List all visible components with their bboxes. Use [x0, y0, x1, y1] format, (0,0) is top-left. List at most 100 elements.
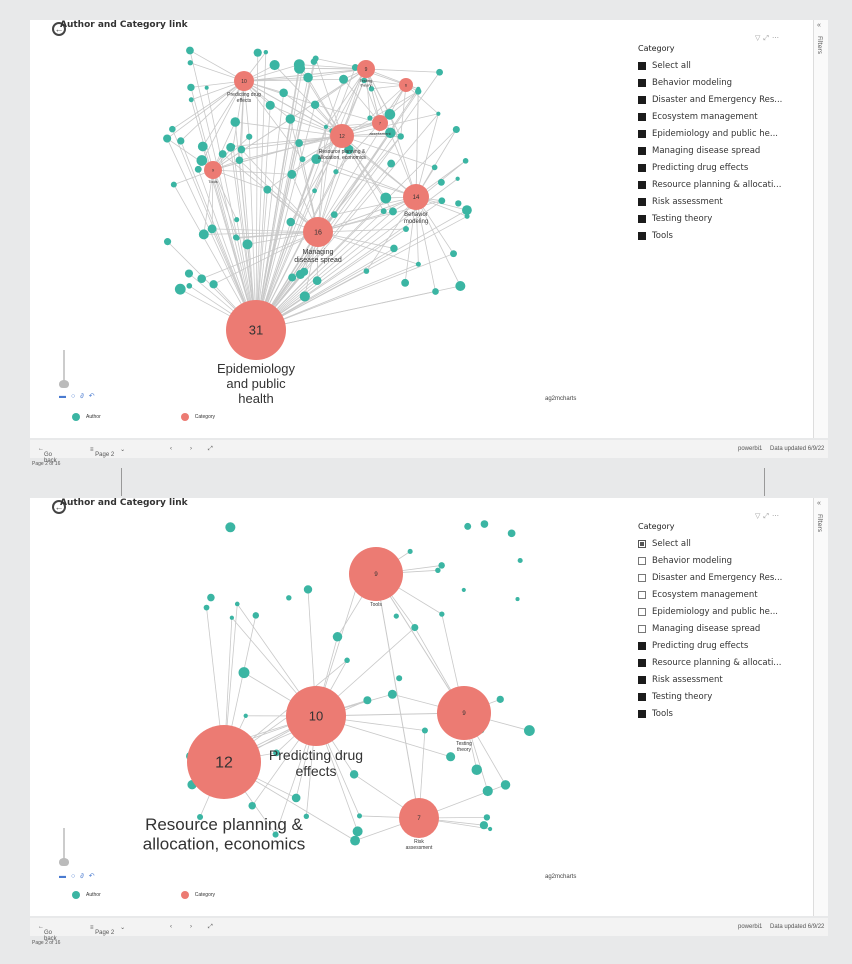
author-node[interactable] — [436, 111, 441, 116]
slicer-item[interactable]: Managing disease spread — [638, 142, 798, 159]
link-icon[interactable]: ∂ — [80, 873, 89, 880]
author-node[interactable] — [197, 814, 204, 821]
filters-pane-collapsed[interactable]: « Filters — [813, 498, 828, 916]
author-node[interactable] — [265, 100, 275, 110]
author-node[interactable] — [243, 713, 248, 718]
author-node[interactable] — [397, 133, 404, 140]
author-node[interactable] — [235, 156, 244, 165]
slicer-item[interactable]: Testing theory — [638, 210, 798, 227]
slicer-item[interactable]: Select all — [638, 535, 798, 552]
author-node[interactable] — [186, 282, 193, 289]
category-node[interactable]: 12 Resource planning &allocation, economi… — [318, 124, 366, 161]
author-node[interactable] — [389, 207, 397, 216]
author-node[interactable] — [452, 125, 460, 134]
author-node[interactable] — [288, 273, 297, 282]
category-node-circle[interactable] — [437, 686, 491, 740]
category-node-circle[interactable] — [226, 300, 286, 360]
next-page-button[interactable]: › — [190, 924, 192, 930]
author-node[interactable] — [230, 117, 241, 127]
slicer-item[interactable]: Tools — [638, 705, 798, 722]
author-node[interactable] — [390, 244, 398, 253]
author-node[interactable] — [225, 522, 236, 533]
category-node[interactable]: 6 — [399, 78, 413, 92]
filters-label[interactable]: Filters — [816, 514, 823, 532]
filters-pane-collapsed[interactable]: « Filters — [813, 20, 828, 438]
author-node[interactable] — [356, 813, 363, 819]
author-node[interactable] — [263, 49, 269, 55]
category-node-circle[interactable] — [330, 124, 354, 148]
author-node[interactable] — [455, 200, 462, 207]
slicer-item[interactable]: Risk assessment — [638, 193, 798, 210]
author-node[interactable] — [500, 780, 511, 790]
author-node[interactable] — [170, 181, 177, 188]
author-node[interactable] — [455, 176, 460, 181]
author-node[interactable] — [403, 226, 409, 232]
author-node[interactable] — [299, 291, 310, 302]
author-node[interactable] — [479, 821, 489, 830]
author-node[interactable] — [209, 280, 218, 289]
author-node[interactable] — [407, 548, 413, 555]
checkbox[interactable] — [638, 539, 646, 548]
author-node[interactable] — [303, 585, 313, 594]
author-node[interactable] — [232, 234, 240, 241]
author-node[interactable] — [464, 522, 472, 530]
author-node[interactable] — [285, 114, 296, 124]
author-node[interactable] — [303, 72, 313, 83]
zoom-slider-track[interactable] — [63, 350, 65, 382]
author-node[interactable] — [515, 597, 520, 602]
back-arrow-icon[interactable]: ← — [52, 22, 66, 36]
author-node[interactable] — [480, 520, 489, 528]
author-node[interactable] — [312, 276, 322, 286]
author-node[interactable] — [204, 85, 209, 90]
go-back-button[interactable]: ← Go back — [38, 924, 57, 942]
more-options-icon[interactable]: ⋯ — [772, 513, 782, 520]
author-node[interactable] — [163, 134, 172, 143]
author-node[interactable] — [286, 595, 292, 601]
author-node[interactable] — [361, 77, 367, 84]
author-node[interactable] — [248, 801, 256, 810]
author-node[interactable] — [330, 211, 338, 218]
checkbox[interactable] — [638, 641, 646, 650]
pin-icon[interactable]: ⤢ — [208, 924, 213, 930]
category-node-circle[interactable] — [303, 217, 333, 247]
chevron-left-icon[interactable]: « — [817, 500, 821, 507]
author-node[interactable] — [238, 667, 250, 679]
author-node[interactable] — [272, 831, 279, 838]
page-select-dropdown[interactable]: ≡ Page 2 ⌄ — [90, 447, 126, 458]
author-node[interactable] — [229, 615, 234, 620]
category-node-circle[interactable] — [399, 798, 439, 838]
author-node[interactable] — [295, 139, 303, 147]
author-node[interactable] — [310, 58, 318, 65]
author-node[interactable] — [464, 213, 470, 219]
author-node[interactable] — [507, 529, 516, 538]
category-node-circle[interactable] — [403, 184, 429, 210]
author-node[interactable] — [432, 288, 439, 295]
author-node[interactable] — [344, 657, 350, 664]
author-node[interactable] — [311, 154, 322, 165]
checkbox[interactable] — [638, 197, 646, 206]
author-node[interactable] — [471, 764, 483, 776]
author-node[interactable] — [523, 725, 535, 736]
checkbox[interactable] — [638, 61, 646, 70]
author-node[interactable] — [194, 165, 202, 173]
category-node-circle[interactable] — [372, 115, 388, 131]
author-node[interactable] — [438, 197, 446, 205]
author-node[interactable] — [163, 238, 172, 246]
author-node[interactable] — [455, 280, 466, 291]
author-node[interactable] — [482, 785, 493, 797]
slicer-item[interactable]: Epidemiology and public he... — [638, 125, 798, 142]
author-node[interactable] — [186, 46, 194, 55]
slicer-item[interactable]: Predicting drug effects — [638, 159, 798, 176]
author-node[interactable] — [344, 144, 354, 155]
network-graph-bottom[interactable]: 12 Resource planning &allocation, economi… — [30, 498, 620, 916]
author-node[interactable] — [197, 274, 207, 284]
refresh-icon[interactable]: ○ — [71, 393, 81, 400]
author-node[interactable] — [312, 188, 317, 194]
author-node[interactable] — [450, 250, 457, 258]
author-node[interactable] — [169, 125, 176, 133]
author-node[interactable] — [252, 612, 260, 619]
